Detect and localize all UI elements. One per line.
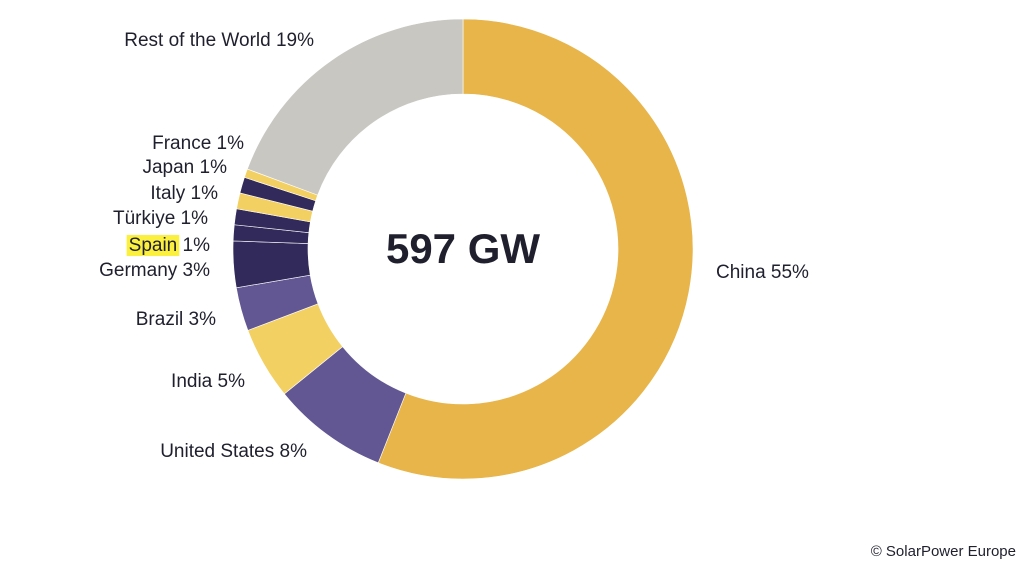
label-highlight bbox=[126, 235, 180, 256]
slice-label: France 1% bbox=[152, 133, 244, 154]
slice-label: Japan 1% bbox=[142, 157, 227, 178]
donut-slices bbox=[232, 18, 694, 480]
slice-label: Türkiye 1% bbox=[113, 208, 208, 229]
slice-label: Rest of the World 19% bbox=[124, 30, 314, 51]
source-credit: © SolarPower Europe bbox=[870, 543, 1016, 560]
slice-label: Brazil 3% bbox=[136, 309, 216, 330]
slice-china bbox=[377, 18, 694, 480]
slice-label: Italy 1% bbox=[150, 183, 218, 204]
slice-label: Spain 1% bbox=[129, 235, 210, 256]
center-total-label: 597 GW bbox=[386, 225, 540, 272]
slice-label: China 55% bbox=[716, 262, 809, 283]
slice-label: India 5% bbox=[171, 371, 245, 392]
slice-label: United States 8% bbox=[160, 441, 307, 462]
slice-label: Germany 3% bbox=[99, 260, 210, 281]
slice-labels: China 55% United States 8% India 5% Brazil … bbox=[99, 30, 809, 462]
slice-rest bbox=[246, 18, 464, 196]
